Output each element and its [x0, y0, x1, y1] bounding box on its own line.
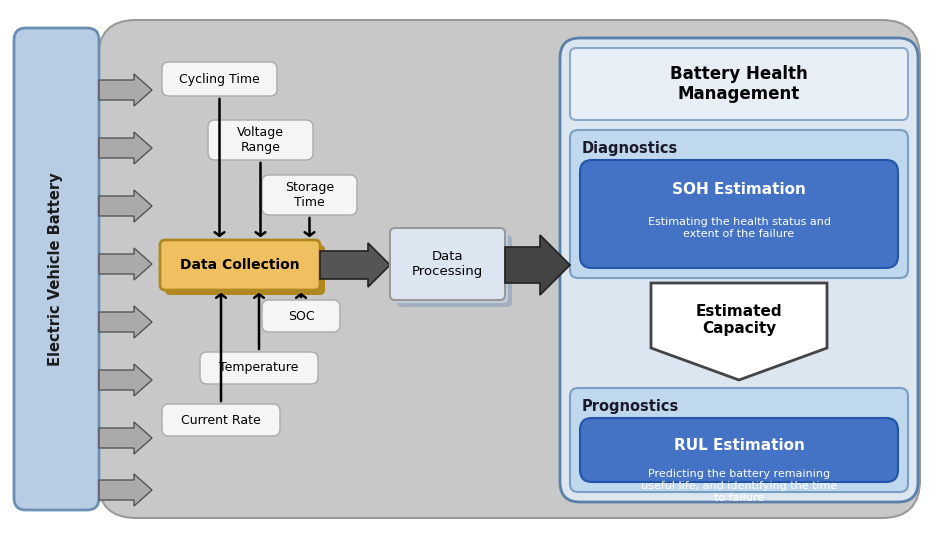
Text: Diagnostics: Diagnostics — [582, 140, 679, 155]
Text: RUL Estimation: RUL Estimation — [674, 438, 804, 454]
FancyBboxPatch shape — [397, 235, 512, 307]
Text: SOH Estimation: SOH Estimation — [672, 182, 806, 197]
FancyBboxPatch shape — [580, 418, 898, 482]
Text: Prognostics: Prognostics — [582, 399, 680, 414]
FancyBboxPatch shape — [98, 20, 920, 518]
Text: Data
Processing: Data Processing — [412, 250, 483, 278]
Text: Data Collection: Data Collection — [181, 258, 300, 272]
Polygon shape — [99, 248, 152, 280]
FancyBboxPatch shape — [390, 228, 505, 300]
Polygon shape — [651, 283, 827, 380]
Text: Cycling Time: Cycling Time — [179, 73, 260, 86]
FancyBboxPatch shape — [160, 240, 320, 290]
FancyBboxPatch shape — [165, 245, 325, 295]
FancyBboxPatch shape — [262, 300, 340, 332]
FancyBboxPatch shape — [162, 62, 277, 96]
FancyBboxPatch shape — [570, 388, 908, 492]
FancyBboxPatch shape — [14, 28, 99, 510]
Text: Temperature: Temperature — [219, 362, 299, 374]
Text: SOC: SOC — [287, 309, 314, 322]
Text: Storage
Time: Storage Time — [285, 181, 334, 209]
Polygon shape — [99, 74, 152, 106]
FancyBboxPatch shape — [580, 160, 898, 268]
Polygon shape — [99, 306, 152, 338]
Polygon shape — [99, 190, 152, 222]
FancyBboxPatch shape — [200, 352, 318, 384]
Polygon shape — [99, 422, 152, 454]
Text: Electric Vehicle Battery: Electric Vehicle Battery — [49, 172, 64, 366]
Text: Estimating the health status and
extent of the failure: Estimating the health status and extent … — [648, 217, 830, 239]
Polygon shape — [320, 243, 390, 287]
FancyBboxPatch shape — [570, 130, 908, 278]
Polygon shape — [99, 474, 152, 506]
Polygon shape — [99, 132, 152, 164]
FancyBboxPatch shape — [262, 175, 357, 215]
FancyBboxPatch shape — [393, 231, 508, 303]
Text: Voltage
Range: Voltage Range — [237, 126, 284, 154]
Text: Battery Health
Management: Battery Health Management — [670, 65, 808, 103]
FancyBboxPatch shape — [560, 38, 918, 502]
Polygon shape — [505, 235, 570, 295]
FancyBboxPatch shape — [570, 48, 908, 120]
Text: Estimated
Capacity: Estimated Capacity — [695, 304, 782, 336]
FancyBboxPatch shape — [162, 404, 280, 436]
FancyBboxPatch shape — [208, 120, 313, 160]
Text: Predicting the battery remaining
useful life, and identifying the time
to failur: Predicting the battery remaining useful … — [641, 469, 837, 502]
Text: Current Rate: Current Rate — [182, 414, 261, 427]
Polygon shape — [99, 364, 152, 396]
